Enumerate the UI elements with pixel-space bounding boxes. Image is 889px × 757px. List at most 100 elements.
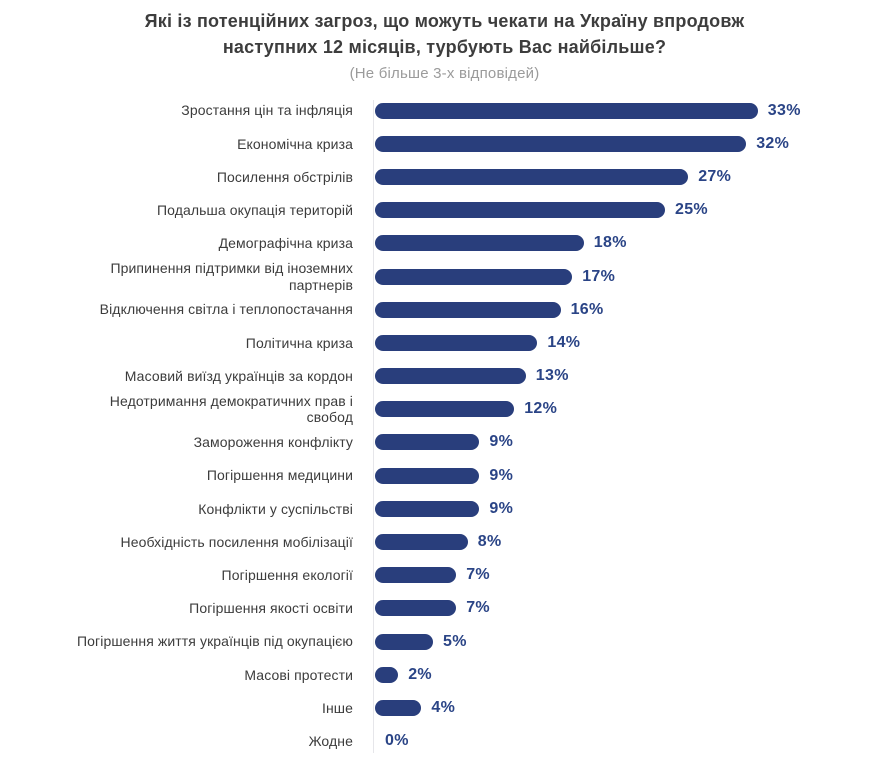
bar (375, 633, 433, 650)
category-label: Політична криза (245, 334, 353, 351)
chart-row: Погіршення якості освіти 7% (0, 592, 889, 625)
bar-area: 32% (353, 135, 889, 153)
chart-row: Масовий виїзд українців за кордон 13% (0, 360, 889, 393)
bar (375, 102, 758, 119)
bar (375, 301, 561, 318)
chart-row: Посилення обстрілів 27% (0, 160, 889, 193)
bar (375, 368, 526, 385)
category-label: Масові протести (244, 666, 353, 683)
value-label: 25% (675, 201, 708, 219)
bar-area: 7% (353, 566, 889, 584)
value-label: 0% (385, 732, 409, 750)
bar (375, 699, 422, 716)
bar-area: 0% (353, 732, 889, 750)
value-label: 9% (489, 466, 514, 484)
value-label: 4% (431, 698, 456, 716)
chart-row: Політична криза 14% (0, 326, 889, 359)
bar (375, 434, 480, 451)
bar-area: 8% (353, 533, 889, 551)
chart-row: Відключення світла і теплопостачання 16% (0, 293, 889, 326)
value-label: 16% (570, 300, 604, 318)
value-label: 9% (489, 499, 514, 517)
bar-area: 2% (353, 666, 889, 684)
bar-area: 16% (353, 301, 889, 319)
chart-row: Погіршення життя українців під окупацією… (0, 625, 889, 658)
chart-row: Подальша окупація територій 25% (0, 194, 889, 227)
value-label: 7% (466, 599, 490, 617)
value-label: 17% (582, 267, 616, 285)
category-label: Зростання цін та інфляція (181, 102, 353, 119)
bar (375, 534, 468, 551)
bar (375, 168, 689, 185)
chart-row: Погіршення екології 7% (0, 559, 889, 592)
value-label: 13% (535, 367, 569, 385)
value-label: 7% (466, 566, 490, 584)
category-label: Інше (321, 699, 353, 716)
category-label: Подальша окупація територій (156, 201, 353, 218)
bar-area: 18% (353, 234, 889, 252)
chart-row: Необхідність посилення мобілізації 8% (0, 525, 889, 558)
category-label: Масовий виїзд українців за кордон (124, 367, 353, 384)
category-label: Посилення обстрілів (216, 168, 353, 185)
chart-row: Недотримання демократичних прав і свобод… (0, 393, 889, 426)
bar (375, 600, 457, 617)
category-label: Погіршення екології (221, 566, 353, 583)
chart-row: Конфлікти у суспільстві 9% (0, 492, 889, 525)
category-label: Замороження конфлікту (193, 434, 353, 451)
value-label: 33% (767, 101, 801, 119)
value-label: 32% (756, 134, 790, 152)
chart-row: Зростання цін та інфляція 33% (0, 94, 889, 127)
bar (375, 268, 573, 285)
category-label: Конфлікти у суспільстві (198, 500, 353, 517)
bar-area: 9% (353, 467, 889, 485)
bar-area: 17% (353, 268, 889, 286)
bar (375, 467, 480, 484)
bar (375, 334, 538, 351)
value-label: 9% (489, 433, 514, 451)
bar (375, 567, 457, 584)
category-label: Необхідність посилення мобілізації (120, 533, 353, 550)
value-label: 12% (524, 400, 558, 418)
bar (375, 401, 515, 418)
axis-line (373, 100, 374, 753)
category-label: Економічна криза (237, 135, 353, 152)
chart-title-line-1: Які із потенційних загроз, що можуть чек… (144, 11, 745, 31)
category-label: Жодне (308, 732, 353, 749)
bar-area: 25% (353, 201, 889, 219)
chart-row: Замороження конфлікту 9% (0, 426, 889, 459)
category-label: Погіршення життя українців під окупацією (76, 633, 353, 650)
chart-row: Економічна криза 32% (0, 127, 889, 160)
value-label: 2% (408, 665, 432, 683)
category-label: Недотримання демократичних прав і свобод (109, 392, 353, 426)
category-label: Погіршення якості освіти (189, 600, 353, 617)
bar (375, 235, 584, 252)
category-label: Погіршення медицини (206, 467, 353, 484)
value-label: 27% (698, 167, 732, 185)
bar-area: 4% (353, 699, 889, 717)
bar-area: 7% (353, 599, 889, 617)
bar (375, 500, 480, 517)
bar-area: 5% (353, 633, 889, 651)
chart-subtitle: (Не більше 3-х відповідей) (349, 65, 540, 82)
chart-title-line-2: наступних 12 місяців, турбують Вас найбі… (222, 37, 667, 57)
chart-rows: Зростання цін та інфляція 33% Економічна к… (0, 94, 889, 757)
bar-area: 14% (353, 334, 889, 352)
bar (375, 202, 665, 219)
bar-area: 27% (353, 168, 889, 186)
chart-row: Масові протести 2% (0, 658, 889, 691)
value-label: 8% (477, 533, 502, 551)
bar-area: 33% (353, 102, 889, 120)
value-label: 18% (593, 234, 627, 252)
value-label: 5% (443, 632, 467, 650)
chart-row: Інше 4% (0, 691, 889, 724)
chart-row: Погіршення медицини 9% (0, 459, 889, 492)
bar (375, 135, 747, 152)
bar-area: 9% (353, 433, 889, 451)
category-label: Демографічна криза (218, 235, 353, 252)
chart-header: Які із потенційних загроз, що можуть чек… (0, 8, 889, 82)
category-label: Відключення світла і теплопостачання (99, 301, 353, 318)
bar-area: 12% (353, 400, 889, 418)
chart-row: Жодне 0% (0, 725, 889, 757)
category-label: Припинення підтримки від іноземних партн… (110, 260, 353, 293)
